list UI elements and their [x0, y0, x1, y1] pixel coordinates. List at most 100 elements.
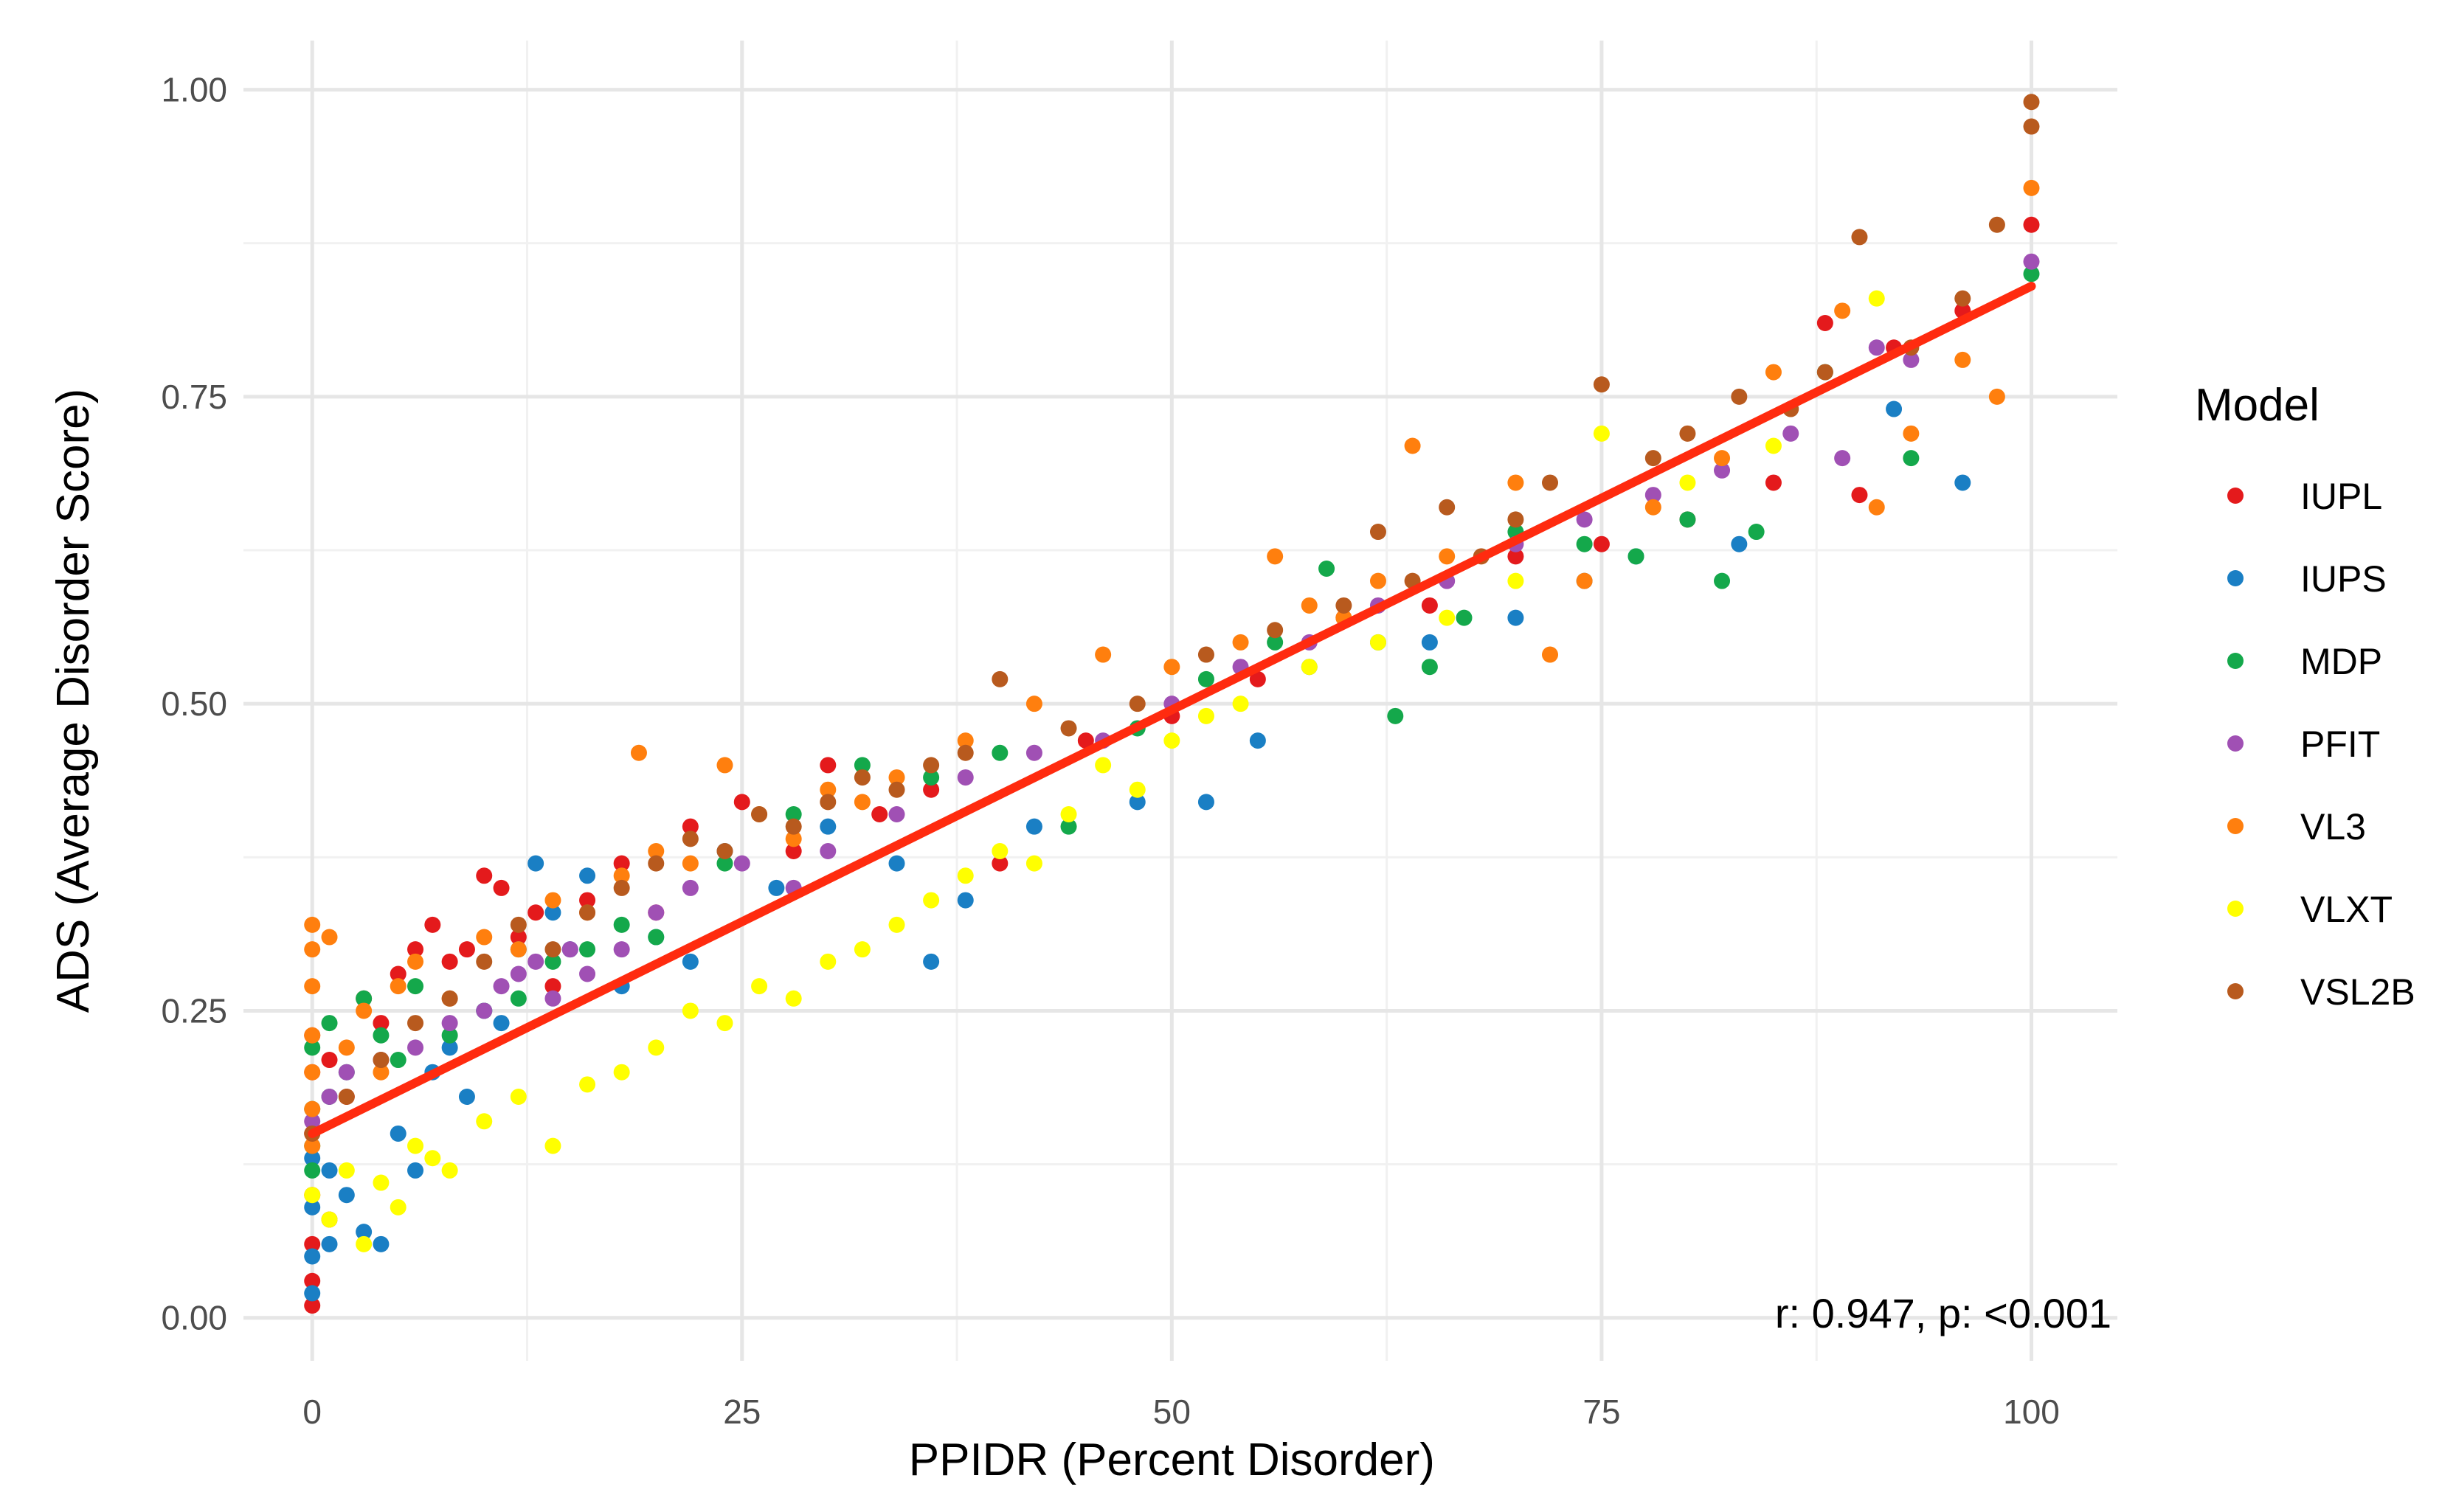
data-point-vlxt	[992, 842, 1009, 859]
data-point-iups	[1731, 535, 1748, 552]
data-point-vlxt	[1439, 609, 1456, 626]
data-point-mdp	[1903, 450, 1920, 467]
data-point-vsl2b	[1679, 425, 1696, 442]
data-point-pfit	[1714, 462, 1731, 479]
data-point-vlxt	[1301, 659, 1318, 676]
data-point-iupl	[458, 941, 475, 958]
data-point-iupl	[390, 965, 407, 982]
legend-label-pfit: PFIT	[2300, 724, 2380, 765]
data-point-pfit	[493, 978, 510, 995]
data-point-vlxt	[785, 990, 802, 1007]
data-point-vl3	[648, 842, 665, 859]
data-point-vsl2b	[476, 953, 493, 970]
x-tick-label: 25	[723, 1393, 761, 1431]
data-point-iupl	[992, 855, 1009, 872]
data-point-iupl	[1816, 314, 1833, 331]
data-point-iupl	[304, 1297, 321, 1314]
y-tick-label: 1.00	[161, 71, 227, 109]
data-point-vlxt	[716, 1015, 733, 1032]
data-point-vl3	[1765, 364, 1782, 381]
data-point-vlxt	[1163, 732, 1180, 749]
data-point-pfit	[888, 806, 905, 823]
data-point-pfit	[613, 941, 630, 958]
data-point-vsl2b	[441, 990, 458, 1007]
data-point-vsl2b	[785, 818, 802, 835]
data-point-vl3	[338, 1039, 355, 1056]
data-point-vl3	[544, 892, 561, 909]
data-point-pfit	[957, 769, 974, 786]
data-point-vlxt	[424, 1150, 441, 1167]
data-point-mdp	[1060, 818, 1077, 835]
data-point-iupl	[871, 806, 888, 823]
data-point-vl3	[510, 941, 527, 958]
data-point-iups	[888, 855, 905, 872]
data-point-vlxt	[820, 953, 837, 970]
data-point-iups	[304, 1150, 321, 1167]
data-point-vsl2b	[579, 904, 596, 921]
legend-key-vlxt	[2227, 901, 2244, 917]
data-point-iups	[1507, 609, 1524, 626]
data-point-vl3	[1954, 351, 1971, 368]
data-point-vlxt	[304, 1187, 321, 1204]
data-point-iupl	[579, 892, 596, 909]
legend-label-vlxt: VLXT	[2300, 889, 2393, 930]
data-point-vlxt	[338, 1162, 355, 1179]
data-point-iups	[441, 1039, 458, 1056]
data-point-vlxt	[682, 1002, 699, 1019]
data-point-iups	[1129, 794, 1146, 811]
data-point-vsl2b	[1816, 364, 1833, 381]
data-point-vsl2b	[923, 757, 940, 774]
data-point-vsl2b	[854, 769, 871, 786]
data-point-iupl	[304, 1272, 321, 1289]
data-point-pfit	[561, 941, 578, 958]
data-point-vsl2b	[510, 916, 527, 933]
data-point-iupl	[1421, 597, 1438, 614]
data-point-vlxt	[1060, 806, 1077, 823]
y-tick-label: 0.25	[161, 991, 227, 1030]
data-point-vsl2b	[820, 794, 837, 811]
x-tick-label: 50	[1153, 1393, 1191, 1431]
data-point-iupl	[407, 941, 424, 958]
data-point-vlxt	[390, 1199, 407, 1216]
data-point-mdp	[613, 916, 630, 933]
data-point-iups	[304, 1248, 321, 1265]
data-point-pfit	[407, 1039, 424, 1056]
data-point-vsl2b	[1439, 499, 1456, 516]
regression-line-layer	[308, 282, 2036, 1138]
data-point-iupl	[613, 855, 630, 872]
data-point-pfit	[544, 990, 561, 1007]
data-point-vl3	[304, 941, 321, 958]
data-point-pfit	[304, 1113, 321, 1130]
data-point-vlxt	[1129, 781, 1146, 798]
data-point-pfit	[1025, 744, 1042, 761]
data-point-iupl	[441, 953, 458, 970]
data-point-iups	[579, 867, 596, 884]
data-point-iupl	[527, 904, 544, 921]
x-axis-title: PPIDR (Percent Disorder)	[909, 1435, 1435, 1485]
data-point-iups	[923, 953, 940, 970]
legend-key-iupl	[2227, 488, 2244, 504]
data-point-mdp	[1267, 634, 1284, 651]
data-point-iups	[321, 1235, 338, 1252]
data-point-vsl2b	[682, 830, 699, 847]
legend-key-mdp	[2227, 653, 2244, 669]
data-point-mdp	[716, 855, 733, 872]
legend-label-iups: IUPS	[2300, 558, 2387, 600]
data-point-mdp	[1748, 524, 1765, 541]
data-point-vlxt	[957, 867, 974, 884]
data-point-vsl2b	[1197, 646, 1214, 663]
data-point-vsl2b	[544, 941, 561, 958]
legend-key-vl3	[2227, 818, 2244, 834]
data-point-iups	[544, 904, 561, 921]
data-point-mdp	[992, 744, 1009, 761]
data-point-mdp	[510, 990, 527, 1007]
data-point-iupl	[2023, 216, 2040, 233]
data-point-vl3	[373, 1064, 390, 1081]
data-point-vsl2b	[1954, 290, 1971, 307]
data-point-vl3	[304, 1064, 321, 1081]
data-point-iupl	[1507, 548, 1524, 565]
data-point-vlxt	[544, 1137, 561, 1154]
data-point-vsl2b	[716, 842, 733, 859]
data-point-iups	[1421, 634, 1438, 651]
